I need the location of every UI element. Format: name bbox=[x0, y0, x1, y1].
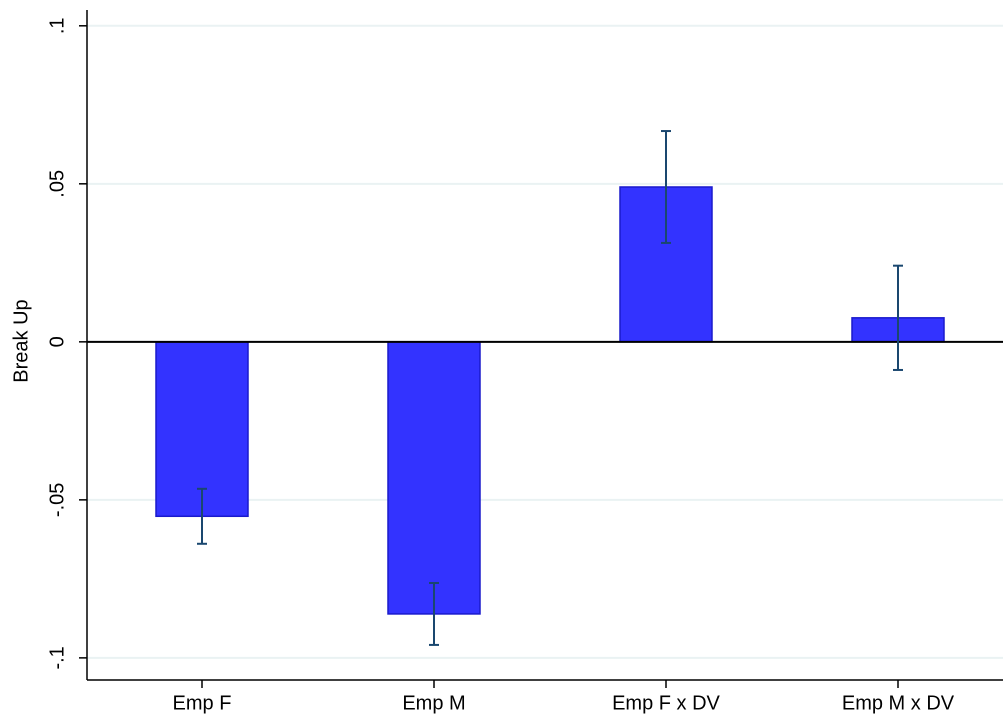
error-bar bbox=[893, 264, 903, 371]
bar bbox=[155, 341, 249, 518]
error-bar bbox=[197, 487, 207, 545]
x-tick-label: Emp M bbox=[402, 692, 465, 714]
x-tick-label: Emp M x DV bbox=[842, 692, 955, 714]
y-tick-label: .1 bbox=[46, 17, 68, 34]
x-tick-label: Emp F bbox=[173, 692, 232, 714]
y-tick-label: -.1 bbox=[46, 646, 68, 669]
y-tick-label: 0 bbox=[46, 336, 68, 347]
y-tick-label: -.05 bbox=[46, 483, 68, 517]
y-axis-title: Break Up bbox=[10, 299, 32, 382]
bar bbox=[387, 341, 481, 615]
x-tick-label: Emp F x DV bbox=[612, 692, 720, 714]
error-bar bbox=[661, 130, 671, 244]
y-tick-label: .05 bbox=[46, 170, 68, 198]
error-bar bbox=[429, 581, 439, 646]
